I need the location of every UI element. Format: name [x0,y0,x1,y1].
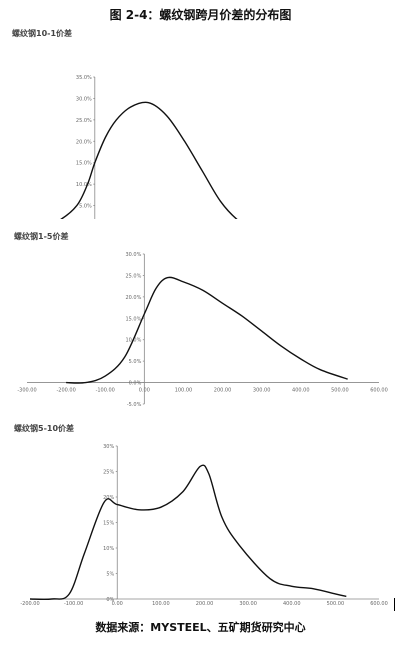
x-tick-label: 0.00 [112,601,123,607]
x-tick-label: -300.00 [17,388,36,394]
y-tick-label: 0.0% [129,381,142,387]
chart-title: 螺纹钢1-5价差 [14,231,68,241]
y-tick-label: 20.0% [76,139,92,145]
chart-title: 螺纹钢10-1价差 [12,28,72,38]
chart-5-10-spread: 螺纹钢5-10价差 -200.00 -100.00 0.00 100.00 200.00 3… [14,423,388,607]
y-tick-label: 5.0% [79,204,92,210]
y-tick-label: 30.0% [76,96,92,102]
y-tick-label: 0% [106,597,114,603]
chart-1-5-spread: 螺纹钢1-5价差 -300.00 -200.00 -100.00 0.00 100.00 2… [14,231,388,408]
x-tick-label: 0.00 [139,388,150,394]
y-tick-label: 30% [103,444,114,450]
x-tick-label: -200.00 [20,601,39,607]
x-tick-label: 500.00 [331,388,349,394]
y-tick-label: 10% [103,546,114,552]
y-tick-label: 35.0% [76,75,92,81]
x-tick-label: 100.00 [152,601,170,607]
y-tick-label: 25.0% [76,118,92,124]
x-tick-label: 400.00 [283,601,301,607]
x-tick-label: -200.00 [56,388,75,394]
x-tick-label: -100.00 [96,388,115,394]
chart-10-1-spread: 螺纹钢10-1价差-200-10001002003004005006007008… [12,28,238,219]
x-tick-label: 600.00 [370,388,388,394]
y-tick-label: 15.0% [125,316,141,322]
chart-title: 螺纹钢5-10价差 [14,423,74,433]
x-tick-label: 200.00 [196,601,214,607]
distribution-curve [66,276,348,384]
figure-title: 图 2-4：螺纹钢跨月价差的分布图 [109,8,292,22]
y-tick-label: 15.0% [76,161,92,167]
y-tick-label: 20% [103,495,114,501]
x-tick-label: 600.00 [370,601,388,607]
y-tick-label: 20.0% [125,295,141,301]
x-tick-label: 200.00 [214,388,232,394]
y-tick-label: 25.0% [125,273,141,279]
x-tick-label: 100.00 [175,388,193,394]
x-tick-label: -100.00 [64,601,83,607]
distribution-curve [29,464,347,601]
text-cursor-bar [394,598,395,611]
x-tick-label: 500.00 [327,601,345,607]
y-tick-label: 25% [103,470,114,476]
y-tick-label: 5% [106,572,114,578]
x-tick-label: 300.00 [239,601,257,607]
y-tick-label: 15% [103,521,114,527]
x-tick-label: 400.00 [292,388,310,394]
data-source-note: 数据来源：MYSTEEL、五矿期货研究中心 [95,621,306,634]
y-tick-label: 5.0% [129,359,142,365]
distribution-curve [60,101,238,219]
y-tick-label: 30.0% [125,252,141,258]
x-tick-label: 300.00 [253,388,271,394]
y-tick-label: 10.0% [76,182,92,188]
y-tick-label: -5.0% [127,402,142,408]
